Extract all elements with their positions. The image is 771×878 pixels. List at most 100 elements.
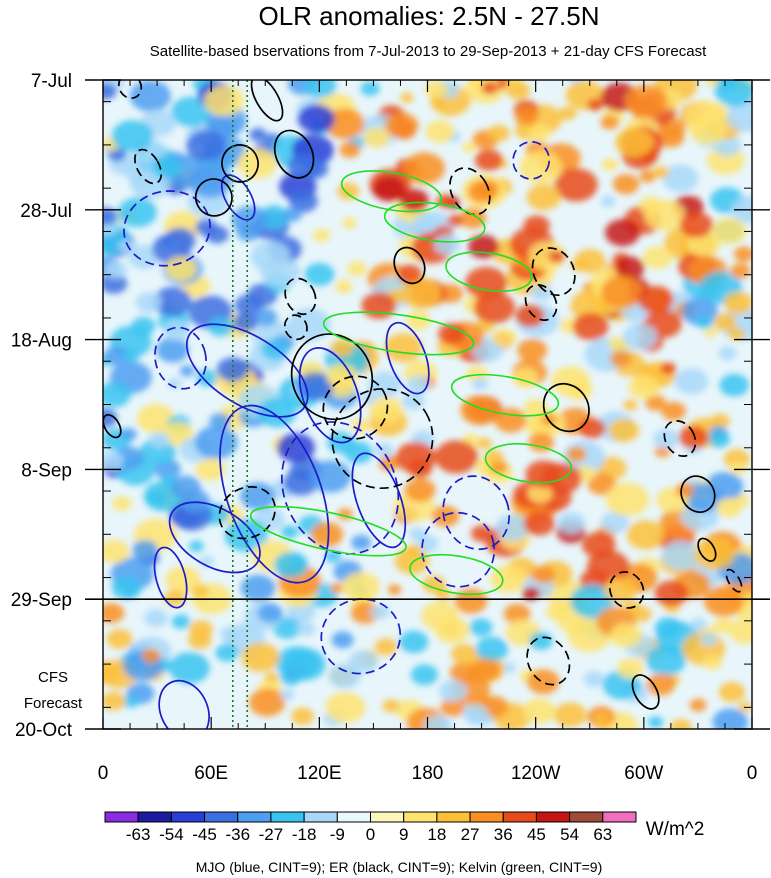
anomaly-patch: [528, 432, 554, 453]
anomaly-patch: [132, 539, 159, 560]
anomaly-patch: [265, 672, 279, 683]
colorbar-swatch: [336, 811, 371, 823]
anomaly-patch: [642, 246, 673, 269]
anomaly-patch: [470, 525, 493, 542]
er-contour: [526, 636, 571, 686]
anomaly-patch: [501, 662, 516, 674]
anomaly-patch: [637, 285, 674, 314]
anomaly-patch: [712, 217, 747, 245]
kelvin-contour: [445, 251, 533, 292]
anomaly-patch: [639, 363, 656, 376]
anomaly-patch: [712, 708, 749, 729]
anomaly-patch: [462, 141, 477, 153]
colorbar-swatch: [535, 811, 571, 823]
anomaly-patch: [401, 392, 425, 410]
anomaly-patch: [170, 475, 201, 499]
kelvin-contour: [409, 553, 504, 596]
anomaly-patch: [287, 153, 321, 180]
anomaly-patch: [702, 654, 723, 670]
anomaly-patch: [249, 128, 267, 142]
anomaly-patch: [424, 80, 448, 99]
anomaly-patch: [188, 631, 212, 650]
anomaly-patch: [656, 126, 685, 148]
anomaly-patch: [689, 698, 707, 712]
colorbar-label: 45: [527, 825, 546, 844]
anomaly-patch: [708, 431, 731, 448]
y-tick-label: 8-Sep: [21, 460, 72, 481]
anomaly-patch: [523, 511, 555, 536]
anomaly-patch: [571, 259, 587, 272]
anomaly-patch: [106, 629, 133, 649]
anomaly-patch: [156, 337, 189, 363]
anomaly-patch: [367, 371, 402, 398]
anomaly-patch: [351, 534, 372, 551]
anomaly-patch: [103, 381, 131, 408]
anomaly-patch: [733, 246, 752, 262]
anomaly-patch: [661, 401, 686, 421]
anomaly-patch: [257, 397, 297, 428]
anomaly-patch: [503, 603, 531, 625]
anomaly-patch: [241, 642, 280, 672]
anomaly-patch: [528, 123, 552, 142]
anomaly-patch: [522, 698, 556, 724]
kelvin-contour: [450, 373, 560, 417]
anomaly-patch: [382, 699, 400, 713]
anomaly-patch: [372, 176, 406, 202]
anomaly-patch: [111, 120, 153, 152]
colorbar-swatch: [104, 811, 139, 823]
anomaly-patch: [179, 365, 195, 377]
er-contour: [725, 568, 743, 593]
anomaly-patch: [647, 716, 664, 729]
y-tick-label: 29-Sep: [11, 590, 72, 611]
anomaly-patch: [296, 621, 316, 637]
anomaly-patch: [351, 418, 371, 434]
anomaly-patch: [488, 124, 510, 142]
x-tick-label: 60W: [624, 763, 663, 784]
er-contour: [134, 148, 163, 185]
anomaly-patch: [704, 585, 744, 617]
mjo-contour: [154, 326, 207, 390]
mjo-contour: [320, 598, 402, 675]
x-tick-label: 0: [747, 763, 758, 784]
er-contour: [290, 333, 374, 421]
er-contour: [322, 375, 389, 440]
anomaly-patch: [729, 618, 752, 645]
anomaly-patch: [481, 81, 498, 95]
anomaly-patch: [195, 457, 226, 481]
y-tick-label: 20-Oct: [15, 720, 73, 741]
anomaly-patch: [566, 446, 587, 462]
anomaly-patch: [557, 511, 586, 534]
er-contour: [283, 314, 308, 341]
colorbar-swatch: [436, 811, 471, 823]
anomaly-patch: [554, 168, 598, 202]
anomaly-patch: [141, 648, 161, 664]
anomaly-patch: [248, 688, 286, 717]
anomaly-patch: [233, 312, 259, 332]
anomaly-patch: [438, 323, 466, 345]
anomaly-patch: [118, 239, 136, 254]
er-contour: [393, 246, 426, 285]
anomaly-patch: [234, 294, 264, 317]
anomaly-patch: [118, 197, 157, 228]
anomaly-patch: [645, 394, 666, 411]
anomaly-patch: [400, 277, 442, 309]
er-contour: [273, 129, 315, 179]
anomaly-patch: [492, 328, 517, 348]
anomaly-patch: [171, 614, 191, 629]
anomaly-patch: [490, 564, 527, 593]
anomaly-patch: [725, 99, 752, 133]
anomaly-patch: [476, 437, 492, 450]
anomaly-patch: [288, 190, 318, 213]
anomaly-patch: [374, 638, 398, 656]
x-tick-label: 0: [98, 763, 109, 784]
anomaly-patch: [203, 85, 244, 117]
anomaly-patch: [335, 280, 353, 294]
x-tick-label: 180: [412, 763, 444, 784]
anomaly-patch: [280, 689, 295, 700]
anomaly-patch: [240, 574, 276, 602]
anomaly-patch: [385, 112, 419, 139]
anomaly-patch: [192, 584, 209, 598]
colorbar-label: 0: [366, 825, 375, 844]
er-contour: [542, 382, 590, 433]
anomaly-patch: [297, 372, 334, 401]
